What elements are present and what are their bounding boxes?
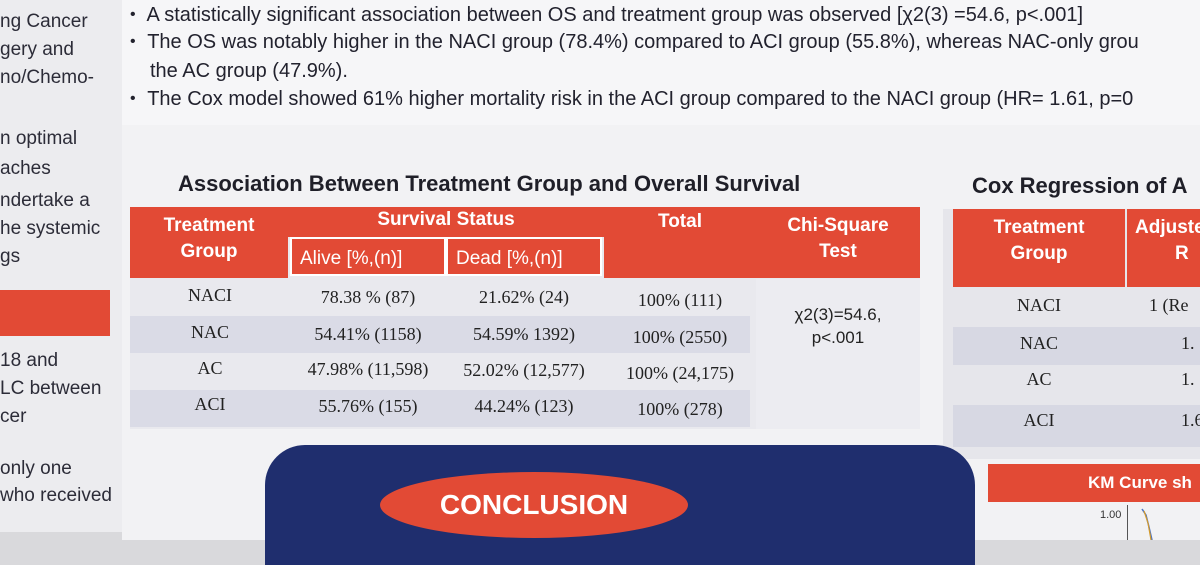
left-text-line: he systemic: [0, 218, 101, 239]
table-cell-group: NACI: [188, 285, 232, 305]
survival-table: Treatment Group Survival Status Alive [%…: [130, 207, 920, 429]
left-text-line: gery and: [0, 39, 74, 60]
table-cell-alive: 55.76% (155): [318, 396, 418, 416]
table-cell-total: 100% (111): [637, 290, 723, 310]
cox-cell-value: 1.: [1181, 333, 1195, 353]
table-cell-total: 100% (2550): [632, 327, 728, 347]
header-text: Treatment Group: [163, 215, 255, 262]
table-row-bg: [130, 390, 750, 427]
chi-square-value: χ2(3)=54.6,: [794, 305, 882, 324]
bullet-item: • A statistically significant associatio…: [130, 4, 1084, 26]
cox-cell-value: 1.6: [1181, 410, 1200, 430]
table-cell-dead: 54.59% 1392): [473, 324, 575, 344]
table-cell-dead: 52.02% (12,577): [463, 360, 585, 380]
cox-cell-value: 1 (Re: [1149, 295, 1189, 315]
table-cell-dead: 21.62% (24): [479, 287, 569, 307]
left-text-line: LC between: [0, 378, 102, 399]
table-row-bg: [953, 365, 1200, 405]
table-row-bg: [130, 353, 750, 390]
cox-cell-group: ACI: [1023, 410, 1055, 430]
header-text: Chi-Square Test: [787, 215, 889, 262]
bullet-item: • The OS was notably higher in the NACI …: [130, 31, 1139, 53]
table-cell-group: AC: [197, 358, 223, 378]
left-text-line: aches: [0, 158, 51, 179]
km-y-tick: 1.00: [1100, 509, 1122, 521]
km-curve-line: [1141, 508, 1153, 540]
cox-cell-value: 1.: [1181, 369, 1195, 389]
results-bullets: • A statistically significant associatio…: [122, 0, 1200, 125]
left-text-line: ng Cancer: [0, 11, 88, 32]
header-text: Treatment Group: [993, 217, 1085, 264]
table-row-bg: [953, 405, 1200, 447]
table-row-bg: [953, 327, 1200, 365]
cox-cell-group: NAC: [1019, 333, 1058, 353]
bullet-continuation: the AC group (47.9%).: [150, 60, 348, 82]
left-text-line: 18 and: [0, 350, 59, 371]
header-dead: Dead [%,(n)]: [446, 237, 602, 276]
km-y-axis: [1127, 505, 1128, 540]
left-red-bar: [0, 290, 110, 336]
chi-square-p: p<.001: [811, 328, 865, 347]
chi-square-cell: [756, 279, 920, 429]
table-row-bg: [953, 289, 1200, 327]
cox-table: Treatment Group Adjuste R NACI 1 (Re NAC…: [943, 209, 1200, 459]
bullet-item: • The Cox model showed 61% higher mortal…: [130, 88, 1134, 110]
left-text-line: no/Chemo-: [0, 67, 94, 88]
left-text-line: n optimal: [0, 128, 78, 149]
bullet-text: The OS was notably higher in the NACI gr…: [147, 31, 1139, 53]
left-text-line: cer: [0, 406, 27, 427]
table-cell-total: 100% (24,175): [626, 363, 734, 383]
left-text-line: gs: [0, 246, 21, 267]
cox-header-group: Treatment Group: [953, 209, 1125, 287]
table-row-bg: [130, 316, 750, 353]
left-text-line: only one: [0, 458, 72, 479]
km-curve-heading: KM Curve sh: [988, 464, 1200, 502]
header-text: R: [1175, 243, 1189, 264]
header-alive: Alive [%,(n)]: [290, 237, 446, 276]
cox-cell-group: NACI: [1017, 295, 1061, 315]
bullet-text: The Cox model showed 61% higher mortalit…: [147, 88, 1134, 110]
table-cell-group: NAC: [190, 322, 229, 342]
table-cell-total: 100% (278): [637, 399, 723, 419]
table-cell-dead: 44.24% (123): [474, 396, 574, 416]
header-treatment-group: Treatment Group: [130, 207, 288, 278]
header-total: Total: [604, 207, 756, 278]
cox-header-adjusted: Adjuste R: [1127, 209, 1200, 287]
cox-table-title: Cox Regression of A: [972, 173, 1188, 198]
survival-table-title: Association Between Treatment Group and …: [178, 171, 801, 196]
header-survival-status: Survival Status: [288, 207, 604, 237]
table-cell-alive: 78.38 % (87): [320, 287, 416, 307]
left-column: ng Cancer gery and no/Chemo- n optimal a…: [0, 0, 122, 532]
table-cell-alive: 47.98% (11,598): [307, 359, 429, 379]
left-text-line: who received: [0, 485, 112, 506]
conclusion-heading: CONCLUSION: [380, 472, 688, 538]
table-cell-group: ACI: [194, 394, 226, 414]
header-text: Adjuste: [1135, 217, 1200, 238]
bullet-text: A statistically significant association …: [146, 4, 1084, 26]
table-cell-alive: 54.41% (1158): [314, 324, 422, 344]
left-text-line: ndertake a: [0, 190, 90, 211]
table-row-bg: [130, 279, 750, 316]
cox-cell-group: AC: [1026, 369, 1052, 389]
header-chi-square: Chi-Square Test: [756, 207, 920, 278]
